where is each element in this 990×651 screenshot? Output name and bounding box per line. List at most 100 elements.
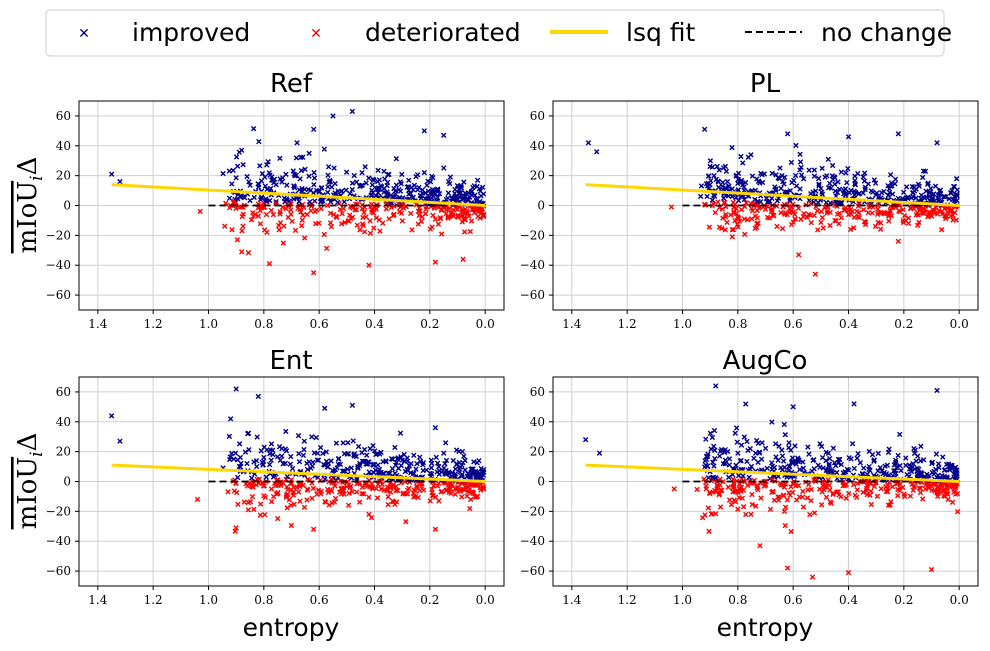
point-improved xyxy=(724,178,731,185)
point-deteriorated xyxy=(480,484,487,490)
point-deteriorated xyxy=(872,223,879,230)
point-improved xyxy=(779,453,786,459)
point-improved xyxy=(259,170,266,177)
point-deteriorated xyxy=(723,211,729,218)
point-improved xyxy=(397,188,404,194)
point-improved xyxy=(259,459,265,466)
point-improved xyxy=(417,458,424,465)
point-deteriorated xyxy=(778,209,784,216)
point-improved xyxy=(778,465,784,471)
point-improved xyxy=(769,170,775,176)
lsq-fit-line xyxy=(585,463,960,483)
point-deteriorated xyxy=(370,210,377,216)
point-deteriorated xyxy=(901,212,908,219)
point-deteriorated xyxy=(931,481,937,487)
legend-frame xyxy=(45,9,945,57)
point-deteriorated xyxy=(292,227,299,234)
point-deteriorated xyxy=(827,222,833,229)
panel-title: Ref xyxy=(270,69,313,99)
point-improved xyxy=(918,195,924,202)
point-deteriorated xyxy=(233,525,239,531)
point-improved xyxy=(373,451,379,458)
point-improved xyxy=(585,140,592,146)
point-improved xyxy=(782,189,789,195)
point-improved xyxy=(781,421,787,428)
point-improved xyxy=(816,181,822,187)
point-deteriorated xyxy=(910,487,916,494)
point-deteriorated xyxy=(296,481,302,487)
point-deteriorated xyxy=(239,249,245,255)
point-deteriorated xyxy=(222,223,228,229)
point-deteriorated xyxy=(786,205,793,212)
point-deteriorated xyxy=(811,212,818,219)
point-improved xyxy=(339,468,346,474)
point-improved xyxy=(773,172,779,178)
point-improved xyxy=(712,447,718,454)
point-deteriorated xyxy=(437,216,444,222)
point-improved xyxy=(769,419,775,425)
point-improved xyxy=(280,461,286,467)
point-deteriorated xyxy=(478,210,484,217)
point-deteriorated xyxy=(308,208,314,214)
point-improved xyxy=(301,446,307,453)
point-improved xyxy=(707,158,714,164)
y-tick-label: 0 xyxy=(537,475,545,489)
point-deteriorated xyxy=(709,203,716,209)
x-tick-label: 1.4 xyxy=(88,317,107,331)
point-improved xyxy=(740,160,746,166)
point-improved xyxy=(857,460,864,466)
point-deteriorated xyxy=(448,490,454,496)
point-improved xyxy=(325,184,331,190)
x-tick-label: 0.4 xyxy=(839,317,858,331)
point-improved xyxy=(253,458,260,464)
point-improved xyxy=(470,466,476,472)
point-improved xyxy=(232,450,239,456)
point-improved xyxy=(255,393,261,400)
point-deteriorated xyxy=(231,198,237,205)
point-deteriorated xyxy=(367,230,374,236)
point-improved xyxy=(823,199,830,206)
point-deteriorated xyxy=(323,245,330,251)
point-improved xyxy=(845,134,852,140)
point-improved xyxy=(343,187,349,193)
point-improved xyxy=(430,190,436,196)
point-improved xyxy=(741,184,747,190)
point-deteriorated xyxy=(326,479,332,485)
point-improved xyxy=(860,465,867,471)
point-deteriorated xyxy=(301,235,308,241)
point-deteriorated xyxy=(852,492,858,498)
point-deteriorated xyxy=(796,252,802,258)
point-deteriorated xyxy=(730,489,736,495)
point-improved xyxy=(287,461,294,467)
point-deteriorated xyxy=(249,493,256,500)
point-improved xyxy=(442,460,448,467)
point-improved xyxy=(429,460,435,467)
point-deteriorated xyxy=(860,206,867,213)
point-deteriorated xyxy=(414,484,420,490)
point-improved xyxy=(906,462,912,468)
point-improved xyxy=(434,460,441,466)
point-improved xyxy=(419,187,426,193)
point-improved xyxy=(234,163,241,169)
point-improved xyxy=(815,175,822,182)
point-improved xyxy=(856,190,863,197)
point-deteriorated xyxy=(806,481,812,487)
point-improved xyxy=(932,183,939,189)
point-deteriorated xyxy=(828,500,834,507)
point-improved xyxy=(435,187,441,193)
point-improved xyxy=(715,179,722,185)
point-improved xyxy=(825,156,831,163)
point-deteriorated xyxy=(868,488,874,494)
point-improved xyxy=(751,455,757,462)
point-deteriorated xyxy=(867,492,873,498)
point-deteriorated xyxy=(288,502,294,508)
point-deteriorated xyxy=(781,508,788,515)
point-deteriorated xyxy=(297,498,303,504)
point-deteriorated xyxy=(856,214,862,221)
point-improved xyxy=(338,188,344,195)
point-improved xyxy=(756,450,763,456)
point-deteriorated xyxy=(343,483,350,490)
point-improved xyxy=(355,443,362,450)
point-deteriorated xyxy=(270,493,277,500)
point-improved xyxy=(357,183,363,190)
